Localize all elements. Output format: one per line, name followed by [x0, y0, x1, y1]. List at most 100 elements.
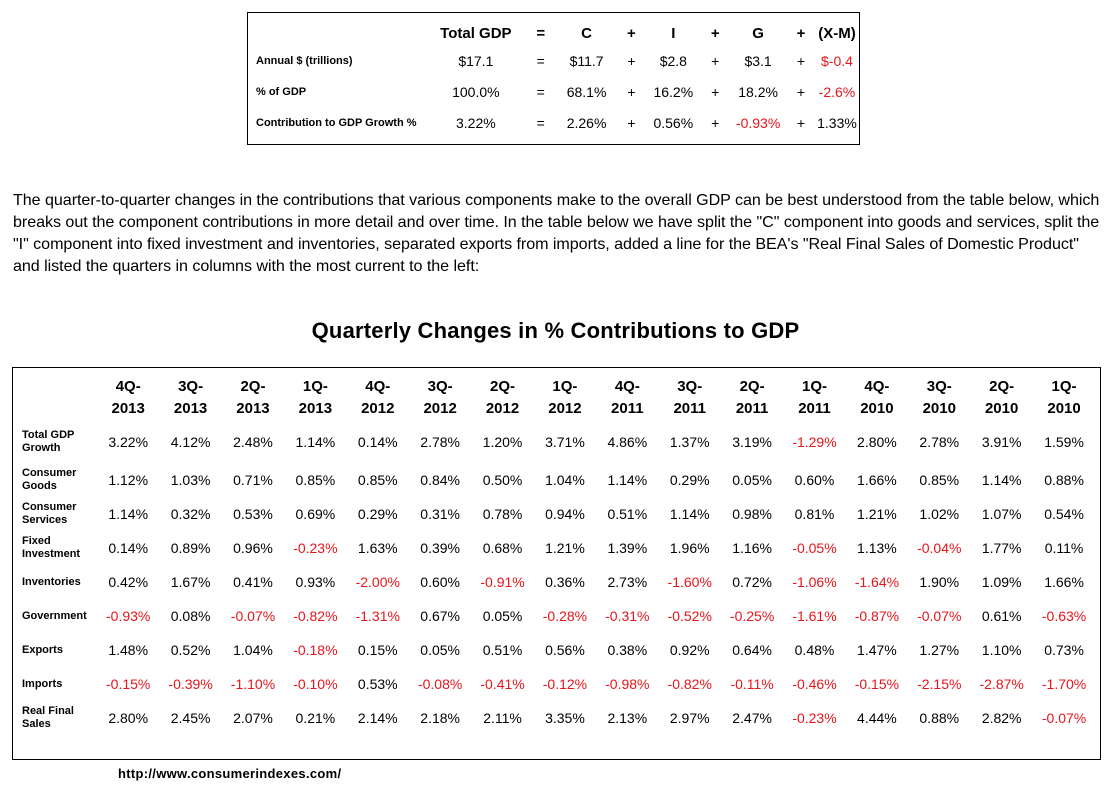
quarter-header-line: 2Q-	[739, 378, 765, 395]
summary-cell: +	[796, 52, 806, 69]
table-cell: 0.92%	[669, 642, 710, 658]
table-cell: 0.21%	[295, 710, 336, 726]
table-cell: -0.52%	[667, 608, 712, 624]
table-cell: 0.98%	[732, 506, 772, 522]
quarter-header: 2Q- 2012	[471, 376, 533, 421]
table-cell: -0.82%	[667, 676, 712, 692]
table-cell: 1.48%	[108, 642, 149, 658]
table-cell: 0.96%	[233, 540, 273, 556]
table-row: Total GDP Growth 3.22% 4.12% 2.48% 1.14% 0.14%…	[13, 421, 1095, 463]
row-label-line: Inventories	[22, 575, 81, 588]
table-cell: -0.39%	[168, 676, 213, 692]
table-cell: 0.93%	[295, 574, 336, 590]
table-cell: 0.54%	[1044, 506, 1084, 522]
table-cell: -1.10%	[230, 676, 276, 692]
table-cell: -0.15%	[854, 676, 900, 692]
row-label: Real Final Sales	[13, 701, 97, 735]
table-cell: 0.60%	[794, 472, 835, 488]
table-cell: 1.13%	[857, 540, 897, 556]
table-cell: 1.02%	[919, 506, 960, 522]
quarter-header-line: 2010	[984, 400, 1019, 417]
table-cell: -1.06%	[792, 574, 837, 590]
table-cell: 2.48%	[233, 434, 273, 450]
table-cell: 0.60%	[420, 574, 460, 590]
quarter-header: 1Q- 2013	[284, 376, 346, 421]
quarter-header: 1Q- 2010	[1033, 376, 1095, 421]
header-corner	[13, 376, 97, 421]
quarter-header-line: 2Q-	[490, 378, 516, 395]
table-cell: 2.78%	[919, 434, 960, 450]
table-cell: 2.13%	[607, 710, 648, 726]
table-cell: 0.41%	[233, 574, 273, 590]
summary-cell: +	[711, 52, 720, 69]
table-cell: 0.50%	[482, 472, 523, 488]
table-cell: -0.15%	[106, 676, 151, 692]
table-cell: -2.15%	[917, 676, 962, 692]
summary-cell: 68.1%	[566, 83, 607, 100]
quarter-header: 4Q- 2011	[596, 376, 658, 421]
quarter-header-line: 4Q-	[365, 378, 391, 395]
summary-cell: 16.2%	[653, 83, 694, 100]
table-cell: 0.81%	[794, 506, 835, 522]
table-cell: 0.08%	[170, 608, 211, 624]
summary-header-cell: +	[796, 24, 806, 42]
table-cell: -0.98%	[605, 676, 650, 692]
table-cell: 0.72%	[732, 574, 772, 590]
table-cell: 1.47%	[857, 642, 897, 658]
row-label: Inventories	[13, 565, 97, 599]
table-cell: 0.53%	[233, 506, 273, 522]
summary-header-cell: +	[710, 24, 720, 42]
table-cell: -0.82%	[293, 608, 338, 624]
table-cell: -0.31%	[605, 608, 650, 624]
summary-cell: +	[627, 114, 636, 131]
quarter-header-line: 2Q-	[240, 378, 266, 395]
quarter-header-line: 3Q-	[677, 378, 703, 395]
table-cell: 0.85%	[357, 472, 398, 488]
summary-cell: +	[627, 83, 636, 100]
quarter-header-line: 2011	[611, 400, 644, 417]
table-cell: 0.29%	[669, 472, 710, 488]
table-cell: 0.69%	[295, 506, 336, 522]
summary-cell: $17.1	[458, 52, 494, 69]
summary-cell: +	[627, 52, 636, 69]
quarter-header-line: 2013	[173, 400, 208, 417]
quarter-header-line: 2011	[673, 400, 706, 417]
quarter-header-line: 3Q-	[427, 378, 453, 395]
table-cell: 2.80%	[108, 710, 149, 726]
table-cell: 0.71%	[233, 472, 273, 488]
table-cell: -1.29%	[792, 434, 837, 450]
row-label: Consumer Services	[13, 497, 97, 531]
table-cell: 4.44%	[857, 710, 897, 726]
table-row: Inventories 0.42% 1.67% 0.41% 0.93% -2.00% 0.6…	[13, 565, 1095, 599]
table-cell: -0.87%	[854, 608, 900, 624]
table-cell: 0.05%	[420, 642, 460, 658]
table-row: Real Final Sales 2.80% 2.45% 2.07% 0.21% 2.14%…	[13, 701, 1095, 735]
table-cell: 0.48%	[794, 642, 835, 658]
quarter-header-line: 3Q-	[926, 378, 952, 395]
table-cell: 1.07%	[981, 506, 1022, 522]
row-label: Consumer Goods	[13, 463, 97, 497]
summary-header-cell: G	[752, 24, 764, 42]
summary-row: Annual $ (trillions) $17.1 = $11.7 + $2.8 + $3.…	[248, 45, 859, 76]
summary-cell: -0.93%	[735, 114, 781, 131]
table-row: Fixed Investment 0.14% 0.89% 0.96% -0.23% 1.63…	[13, 531, 1095, 565]
summary-cell: 3.22%	[456, 114, 496, 131]
table-cell: -2.00%	[355, 574, 400, 590]
table-cell: 1.14%	[295, 434, 336, 450]
quarter-header-line: 4Q-	[115, 378, 141, 395]
summary-cell: +	[711, 114, 720, 131]
quarter-header: 2Q- 2013	[222, 376, 284, 421]
quarter-header: 2Q- 2011	[721, 376, 783, 421]
table-cell: 1.10%	[981, 642, 1022, 658]
row-label: Total GDP Growth	[13, 421, 97, 463]
table-cell: 1.04%	[233, 642, 273, 658]
table-cell: -0.93%	[106, 608, 151, 624]
table-cell: -0.28%	[542, 608, 588, 624]
table-cell: 2.45%	[170, 710, 211, 726]
source-url[interactable]: http://www.consumerindexes.com/	[118, 766, 342, 781]
table-cell: -1.31%	[355, 608, 400, 624]
summary-cell: =	[536, 114, 545, 131]
table-cell: 1.37%	[669, 434, 710, 450]
table-cell: 2.73%	[607, 574, 648, 590]
summary-cell: 18.2%	[738, 83, 778, 100]
